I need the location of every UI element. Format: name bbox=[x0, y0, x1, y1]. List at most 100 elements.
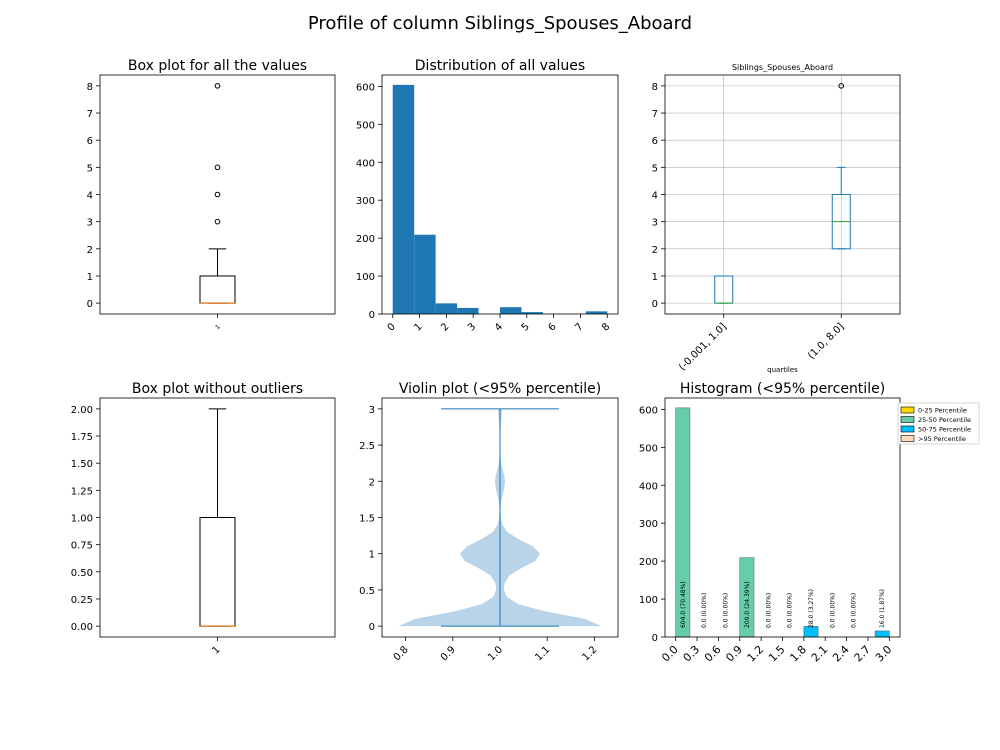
y-tick-label: 0 bbox=[369, 622, 375, 633]
legend-swatch bbox=[900, 406, 915, 414]
bar-data-label: 0.0 (0.00%) bbox=[829, 593, 836, 628]
x-tick-label: 1.8 bbox=[787, 643, 809, 665]
legend-swatch bbox=[900, 435, 915, 442]
bar-data-label: 209.0 (24.39%) bbox=[744, 581, 751, 628]
y-tick-label: 0.50 bbox=[71, 568, 93, 579]
legend-swatch bbox=[900, 416, 915, 423]
x-tick-label: 0 bbox=[386, 321, 398, 333]
y-tick-label: 6 bbox=[652, 136, 658, 147]
histogram-bar bbox=[414, 234, 436, 314]
legend-label: 0-25 Percentile bbox=[918, 407, 967, 415]
y-tick-label: 0 bbox=[87, 299, 93, 310]
axes-frame bbox=[99, 74, 336, 315]
x-tick-label: 1 bbox=[412, 321, 424, 333]
x-tick-label: 1.2 bbox=[745, 643, 767, 665]
y-tick-label: 600 bbox=[639, 405, 658, 416]
y-tick-label: 8 bbox=[87, 82, 93, 93]
x-tick-label: 1 bbox=[210, 644, 222, 656]
y-tick-label: 200 bbox=[639, 557, 658, 568]
histogram-bar bbox=[457, 307, 479, 314]
x-tick-label: 1.0 bbox=[486, 644, 505, 663]
x-tick-label: 0.9 bbox=[723, 643, 745, 665]
y-tick-label: 4 bbox=[652, 191, 658, 202]
chart-title: Distribution of all values bbox=[415, 58, 585, 74]
x-tick-label: 8 bbox=[600, 321, 612, 333]
bar-data-label: 28.0 (3.27%) bbox=[808, 589, 815, 628]
x-tick-label: 1.1 bbox=[533, 644, 552, 663]
outlier-point bbox=[214, 164, 221, 171]
x-tick-label: 1.5 bbox=[766, 643, 788, 665]
y-tick-label: 0 bbox=[652, 299, 658, 310]
x-tick-label: (1.0, 8.0] bbox=[806, 321, 846, 361]
x-tick-label: 5 bbox=[520, 321, 532, 333]
histogram-bar bbox=[521, 312, 543, 314]
y-tick-label: 600 bbox=[356, 82, 375, 93]
x-tick-label: 0.0 bbox=[659, 643, 681, 665]
bar-data-label: 604.0 (70.48%) bbox=[680, 581, 687, 628]
bar-data-label: 0.0 (0.00%) bbox=[723, 593, 730, 628]
y-tick-label: 0.5 bbox=[359, 586, 375, 597]
panel-distribution-all-values: Distribution of all values 0 100 200 300 400 5… bbox=[356, 58, 619, 334]
panel-violin-plot: Violin plot (<95% percentile) 0 0.5 1 1.5 2 2.… bbox=[359, 381, 619, 663]
bar-data-label: 0.0 (0.00%) bbox=[765, 593, 772, 628]
x-tick-label: 2.7 bbox=[852, 643, 874, 665]
y-tick-label: 5 bbox=[87, 163, 93, 174]
chart-title: Siblings_Spouses_Aboard bbox=[732, 63, 833, 72]
y-tick-label: 1.5 bbox=[359, 514, 375, 525]
outlier-point bbox=[214, 218, 221, 225]
y-tick-label: 1 bbox=[87, 272, 93, 283]
y-tick-label: 300 bbox=[356, 196, 375, 207]
y-tick-label: 1 bbox=[369, 550, 375, 561]
y-tick-label: 2.00 bbox=[71, 405, 93, 416]
panel-box-all-values: Box plot for all the values 0 1 2 3 4 5 6 7 8 1 bbox=[87, 58, 336, 331]
box-box bbox=[199, 517, 236, 627]
x-tick-label: 0.6 bbox=[702, 643, 724, 665]
y-tick-label: 2.5 bbox=[359, 441, 375, 452]
y-tick-label: 1.25 bbox=[71, 486, 93, 497]
x-tick-label: 1.2 bbox=[580, 644, 599, 663]
y-tick-label: 2 bbox=[652, 245, 658, 256]
legend-label: 25-50 Percentile bbox=[918, 416, 971, 424]
x-tick-label: 2 bbox=[439, 321, 451, 333]
y-tick-label: 7 bbox=[87, 109, 93, 120]
chart-title: Box plot without outliers bbox=[132, 381, 303, 397]
y-tick-label: 1.00 bbox=[71, 514, 93, 525]
x-tick-label: 6 bbox=[546, 321, 558, 333]
outlier-point bbox=[214, 191, 221, 198]
bar-data-label: 16.0 (1.87%) bbox=[879, 589, 886, 628]
legend-swatch bbox=[900, 425, 915, 433]
legend-label: >95 Percentile bbox=[918, 435, 966, 443]
x-axis-label: quartiles bbox=[767, 366, 798, 374]
x-tick-label: 2.4 bbox=[830, 643, 852, 665]
y-tick-label: 0.75 bbox=[71, 541, 93, 552]
y-tick-label: 2 bbox=[87, 245, 93, 256]
y-tick-label: 0 bbox=[369, 310, 375, 321]
y-tick-label: 1.75 bbox=[71, 432, 93, 443]
y-tick-label: 8 bbox=[652, 82, 658, 93]
x-tick-label: 3.0 bbox=[873, 643, 895, 665]
histogram-bar bbox=[500, 307, 522, 314]
box-box bbox=[199, 275, 236, 304]
histogram-bar bbox=[435, 303, 458, 314]
y-tick-label: 5 bbox=[652, 163, 658, 174]
y-tick-label: 500 bbox=[639, 443, 658, 454]
x-tick-label: 4 bbox=[493, 321, 505, 333]
bar-data-label: 0.0 (0.00%) bbox=[701, 593, 708, 628]
x-tick-label: 0.8 bbox=[392, 644, 411, 663]
bar-data-label: 0.0 (0.00%) bbox=[787, 593, 794, 628]
x-tick-label: 1 bbox=[214, 323, 222, 331]
x-tick-label: 3 bbox=[466, 321, 478, 333]
histogram-bar bbox=[874, 630, 890, 638]
y-tick-label: 100 bbox=[356, 272, 375, 283]
y-tick-label: 4 bbox=[87, 191, 93, 202]
y-tick-label: 3 bbox=[369, 405, 375, 416]
x-tick-label: 2.1 bbox=[809, 643, 831, 665]
chart-title: Violin plot (<95% percentile) bbox=[399, 381, 601, 397]
x-tick-label: (-0.001, 1.0] bbox=[677, 321, 729, 373]
y-tick-label: 400 bbox=[639, 481, 658, 492]
y-tick-label: 3 bbox=[87, 218, 93, 229]
y-tick-label: 200 bbox=[356, 234, 375, 245]
page-title: Profile of column Siblings_Spouses_Aboar… bbox=[308, 13, 692, 34]
